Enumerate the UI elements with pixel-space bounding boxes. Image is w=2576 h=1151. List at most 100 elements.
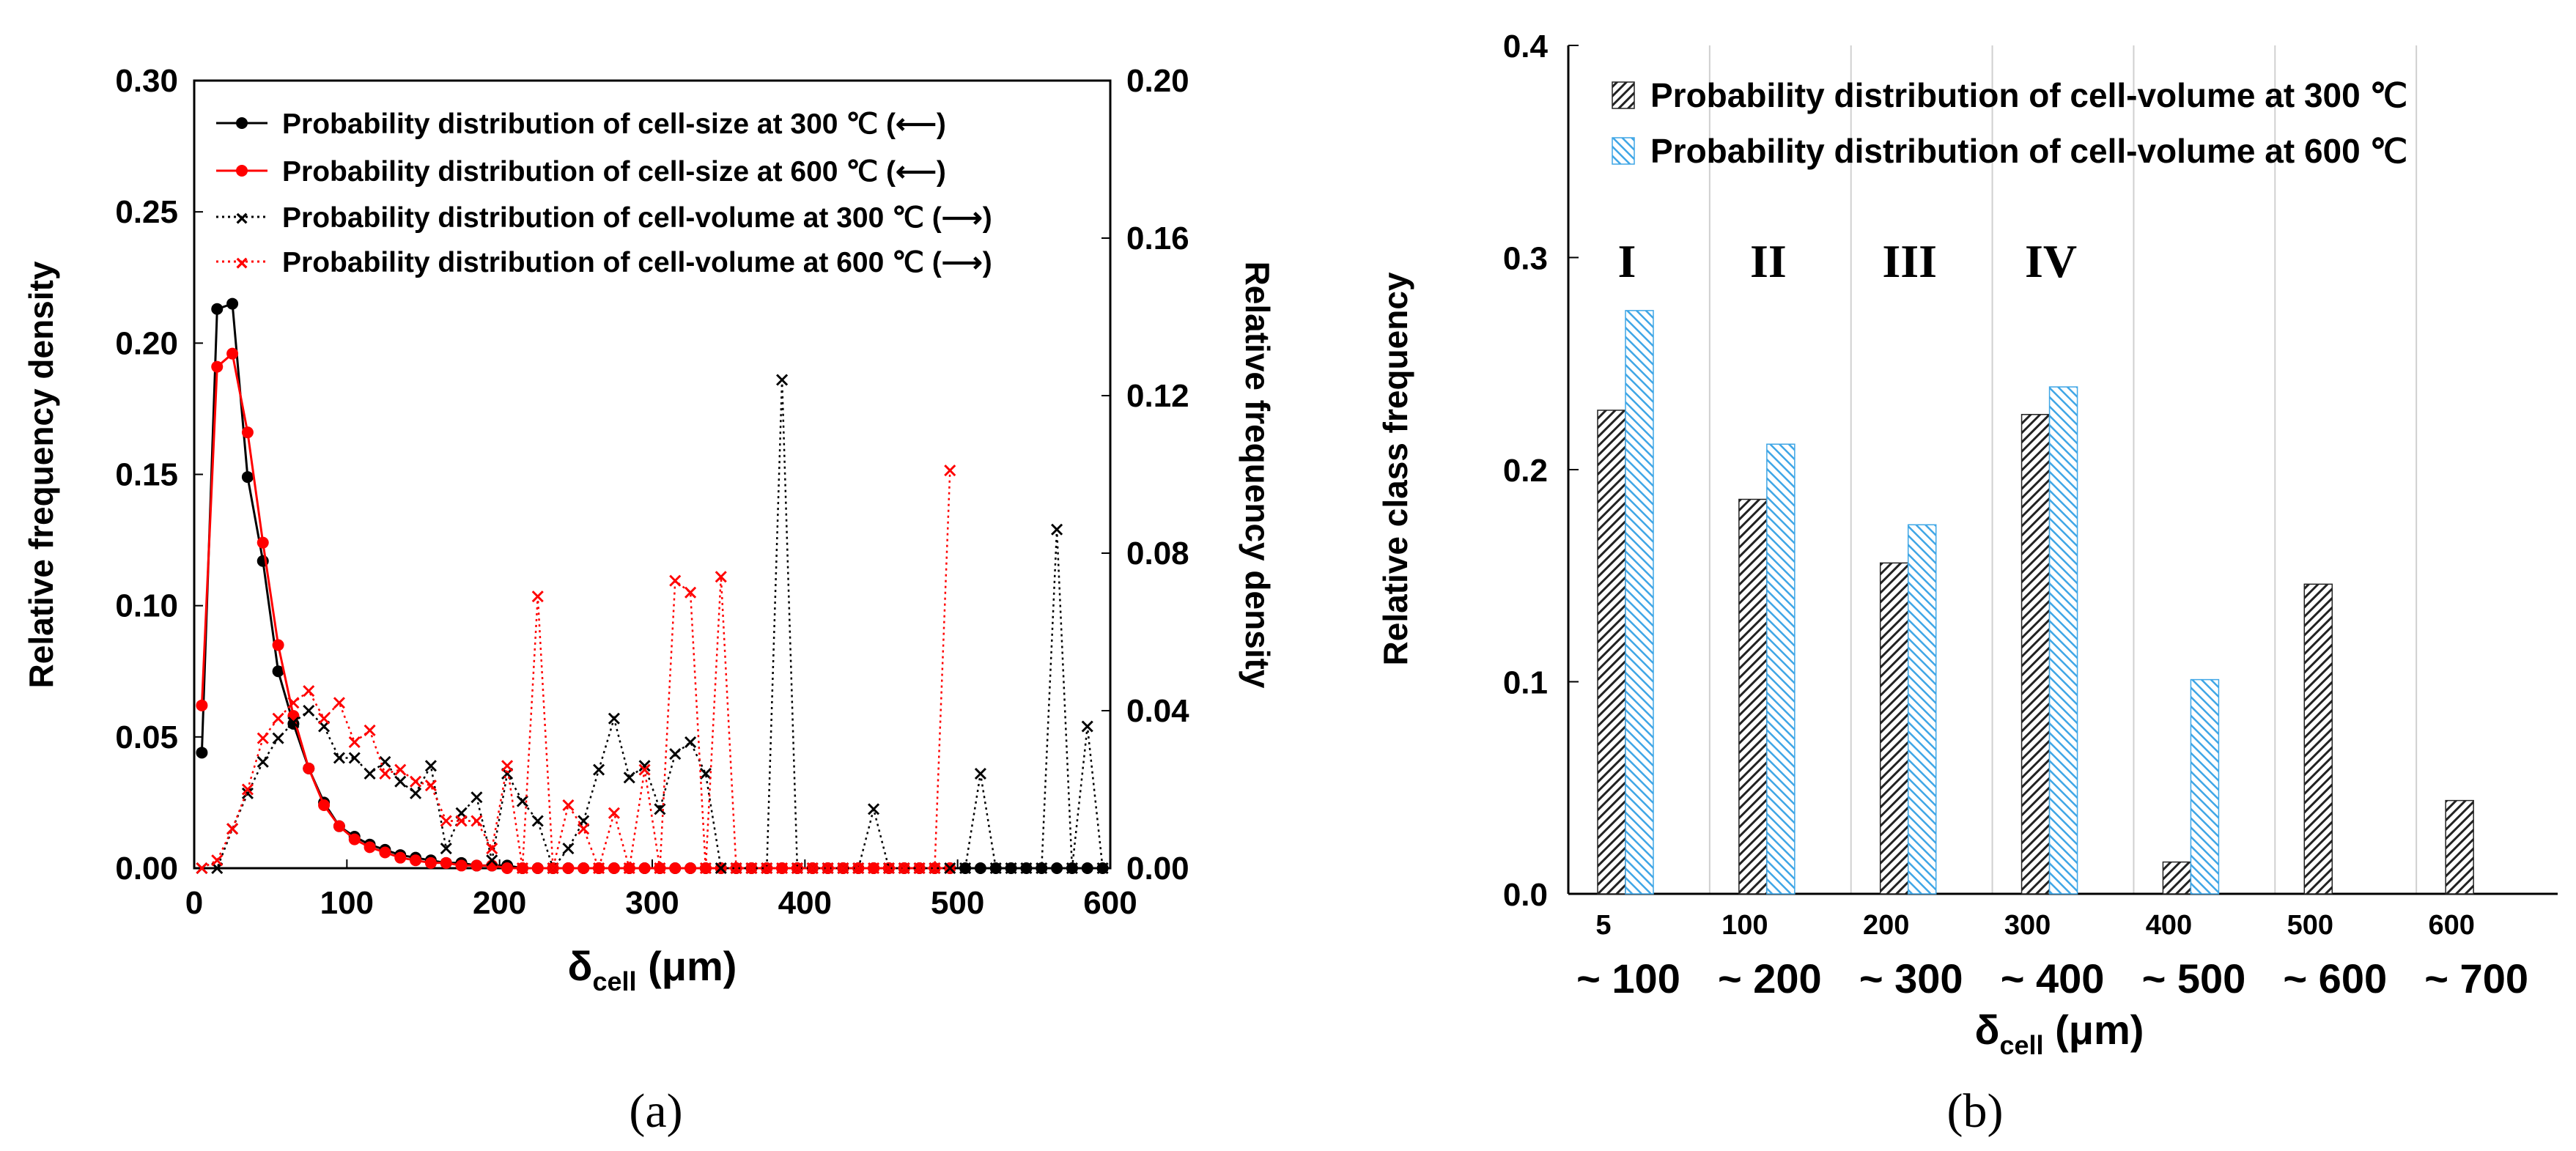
data-point-a-3 (410, 787, 422, 799)
data-point-a-2 (241, 426, 254, 439)
y-tick-label-left-a: 0.25 (115, 194, 178, 230)
data-point-a-2 (424, 856, 437, 869)
bar-b-1 (2445, 799, 2474, 895)
data-point-a-3 (593, 763, 605, 776)
data-point-a-4 (608, 807, 620, 819)
data-point-a-3 (1081, 720, 1093, 733)
data-point-a-4 (363, 724, 376, 736)
data-point-a-3 (348, 752, 361, 764)
data-point-a-4 (410, 775, 422, 788)
data-point-a-3 (257, 755, 269, 768)
data-point-a-4 (501, 760, 514, 772)
data-point-a-3 (638, 760, 651, 772)
data-point-a-2 (333, 820, 345, 832)
x-axis-label-b: δcell (μm) (1975, 1007, 2144, 1060)
y-tick-label-left-a: 0.20 (115, 325, 178, 361)
data-point-a-1 (211, 303, 224, 315)
bar-chart-b: 0.0 0.1 0.2 0.3 0.4 5 ~ 100 100 ~ 200 200 ~ 300 30… (1376, 29, 2558, 1138)
x-tick-label-a: 400 (778, 885, 832, 921)
data-point-a-4 (516, 862, 528, 875)
line-chart-a: 0 100 200 300 400 500 600 0.00 0.05 0.10 0.15 0.20… (22, 63, 1277, 1138)
svg-text:Probability distribution of ce: Probability distribution of cell-volume … (1650, 76, 2407, 114)
data-point-a-4 (593, 862, 605, 875)
x-tick-label-a: 0 (185, 885, 203, 921)
data-point-a-2 (379, 846, 391, 859)
data-point-a-2 (440, 856, 452, 869)
data-point-a-4 (424, 780, 437, 792)
y-tick-label-b: 0.4 (1503, 29, 1549, 64)
data-point-a-4 (623, 862, 635, 875)
data-point-a-4 (211, 854, 224, 867)
x-tick-label-a: 500 (931, 885, 984, 921)
svg-text:Probability distribution of ce: Probability distribution of cell-volume … (1650, 132, 2407, 170)
data-point-a-4 (455, 815, 468, 827)
data-point-a-4 (638, 763, 651, 776)
svg-text:Probability distribution of ce: Probability distribution of cell-size at… (282, 156, 946, 188)
category-end-label-b: ~ 400 (2001, 955, 2105, 1002)
data-point-a-2 (531, 862, 544, 874)
data-point-a-3 (333, 752, 345, 764)
series-group-a (196, 297, 1109, 875)
data-point-a-2 (638, 862, 651, 874)
category-labels-b: 5 ~ 100 100 ~ 200 200 ~ 300 300 ~ 400 400 ~ 500 50… (1576, 910, 2528, 1002)
data-point-a-3 (516, 795, 528, 807)
category-end-label-b: ~ 600 (2283, 955, 2387, 1002)
data-point-a-4 (761, 862, 773, 875)
legend-item-a-1: Probability distribution of cell-size at… (216, 108, 946, 140)
bars-group-b (1597, 310, 2474, 895)
y-tick-label-right-a: 0.12 (1126, 378, 1189, 414)
data-point-a-1 (1081, 862, 1093, 874)
data-point-a-3 (562, 843, 575, 855)
plot-frame-a (193, 79, 1112, 870)
data-point-a-2 (470, 859, 483, 872)
y-tick-label-right-a: 0.20 (1126, 63, 1189, 99)
legend-item-a-3: × Probability distribution of cell-volum… (216, 202, 992, 234)
data-point-a-4 (241, 783, 254, 796)
category-end-label-b: ~ 200 (1718, 955, 1822, 1002)
data-point-a-3 (776, 374, 789, 386)
legend-item-b-1: Probability distribution of cell-volume … (1612, 76, 2407, 114)
series-line-a-1 (200, 302, 1103, 870)
data-point-a-2 (608, 862, 620, 874)
data-point-a-4 (272, 712, 284, 725)
y-tick-labels-right-a: 0.00 0.04 0.08 0.12 0.16 0.20 (1101, 63, 1189, 887)
data-point-a-4 (699, 862, 712, 875)
data-point-a-4 (196, 862, 208, 875)
data-point-a-4 (776, 862, 789, 875)
data-point-a-3 (715, 862, 727, 875)
category-end-label-b: ~ 100 (1576, 955, 1680, 1002)
data-point-a-1 (272, 665, 284, 678)
data-point-a-3 (608, 712, 620, 725)
legend-item-b-2: Probability distribution of cell-volume … (1612, 132, 2407, 170)
data-point-a-3 (440, 843, 452, 855)
data-point-a-3 (287, 717, 300, 729)
group-label-b: I (1618, 235, 1636, 287)
data-point-a-4 (577, 823, 590, 835)
data-point-a-2 (318, 799, 331, 811)
series-line-a-3 (202, 380, 1104, 870)
data-point-a-2 (394, 851, 407, 864)
data-point-a-3 (1020, 862, 1033, 875)
bar-b-2 (2048, 386, 2078, 895)
bar-b-2 (1625, 310, 1654, 895)
y-axis-label-right-a: Relative frequency density (1239, 262, 1277, 689)
series-line-a-2 (200, 351, 951, 870)
x-tick-labels-a: 0 100 200 300 400 500 600 (185, 859, 1137, 921)
y-tick-label-right-a: 0.16 (1126, 221, 1189, 256)
data-point-a-3 (1096, 862, 1109, 875)
data-point-a-4 (822, 862, 834, 875)
data-point-a-3 (394, 775, 407, 788)
data-point-a-4 (470, 815, 483, 827)
data-point-a-1 (196, 747, 208, 759)
data-point-a-1 (974, 862, 986, 874)
bar-b-1 (1597, 410, 1626, 895)
data-point-a-4 (379, 767, 391, 780)
data-point-a-4 (318, 712, 331, 725)
bar-b-1 (1738, 498, 1768, 895)
data-point-a-4 (486, 843, 498, 855)
svg-text:Probability distribution of ce: Probability distribution of cell-volume … (282, 202, 992, 234)
data-point-a-3 (959, 862, 972, 875)
group-label-b: IV (2025, 235, 2077, 287)
data-point-a-3 (379, 755, 391, 768)
data-point-a-3 (363, 767, 376, 780)
